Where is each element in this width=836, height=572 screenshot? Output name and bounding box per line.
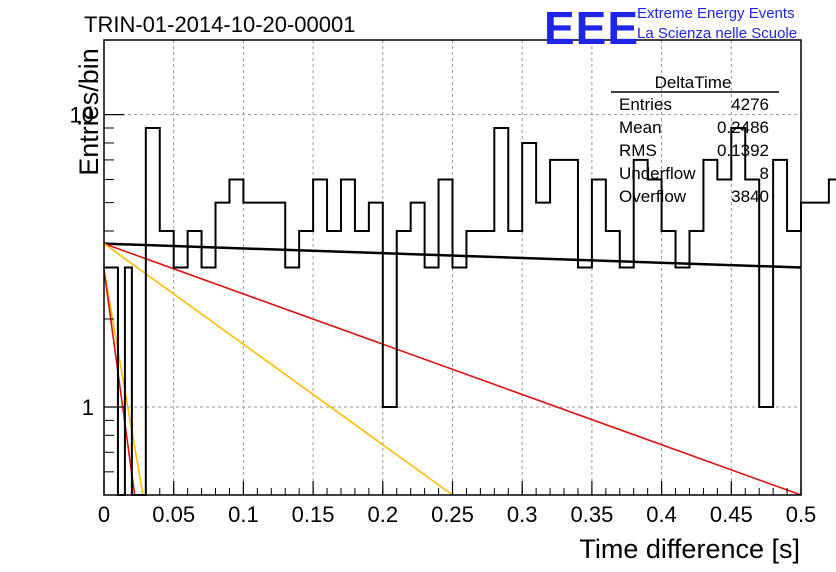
eee-logo-line1: Extreme Energy Events (637, 5, 795, 22)
eee-logo-mark: EEE (544, 2, 639, 54)
fit-line (103, 242, 802, 496)
x-tick-label: 0.5 (786, 502, 817, 527)
y-tick-label: 10 (70, 103, 94, 128)
x-tick-label: 0.3 (507, 502, 538, 527)
x-tick-label: 0.2 (368, 502, 399, 527)
y-tick-label: 1 (82, 395, 94, 420)
stats-label-rms: RMS (619, 141, 657, 160)
x-axis-label: Time difference [s] (579, 534, 800, 564)
stats-value-entries: 4276 (731, 95, 769, 114)
stats-value-rms: 0.1392 (717, 141, 769, 160)
x-tick-label: 0.05 (152, 502, 195, 527)
stats-label-mean: Mean (619, 118, 662, 137)
x-tick-label: 0.25 (431, 502, 474, 527)
stats-value-overflow: 3840 (731, 187, 769, 206)
stats-label-overflow: Overflow (619, 187, 687, 206)
stats-label-underflow: Underflow (619, 164, 696, 183)
stats-box: DeltaTime Entries 4276 Mean 0.2486 RMS 0… (611, 73, 779, 206)
x-tick-label: 0.15 (292, 502, 335, 527)
stats-title: DeltaTime (655, 73, 732, 92)
y-axis-label: Entries/bin (74, 48, 104, 176)
stats-value-underflow: 8 (760, 164, 769, 183)
fit-line (103, 269, 144, 496)
x-tick-label: 0.1 (228, 502, 259, 527)
x-tick-label: 0.35 (570, 502, 613, 527)
fit-line (103, 269, 136, 496)
tick-labels: 0 0.05 0.1 0.15 0.2 0.25 0.3 0.35 0.4 0.45 0.5 1 10 (70, 103, 817, 527)
stats-label-entries: Entries (619, 95, 672, 114)
axis-ticks (103, 114, 802, 495)
histogram-series (104, 127, 836, 496)
x-tick-label: 0 (98, 502, 110, 527)
x-tick-label: 0.45 (710, 502, 753, 527)
eee-logo-line2: La Scienza nelle Scuole (637, 25, 797, 42)
stats-value-mean: 0.2486 (717, 118, 769, 137)
x-tick-label: 0.4 (646, 502, 677, 527)
fit-line (103, 242, 453, 496)
chart-title: TRIN-01-2014-10-20-00001 (84, 12, 356, 37)
